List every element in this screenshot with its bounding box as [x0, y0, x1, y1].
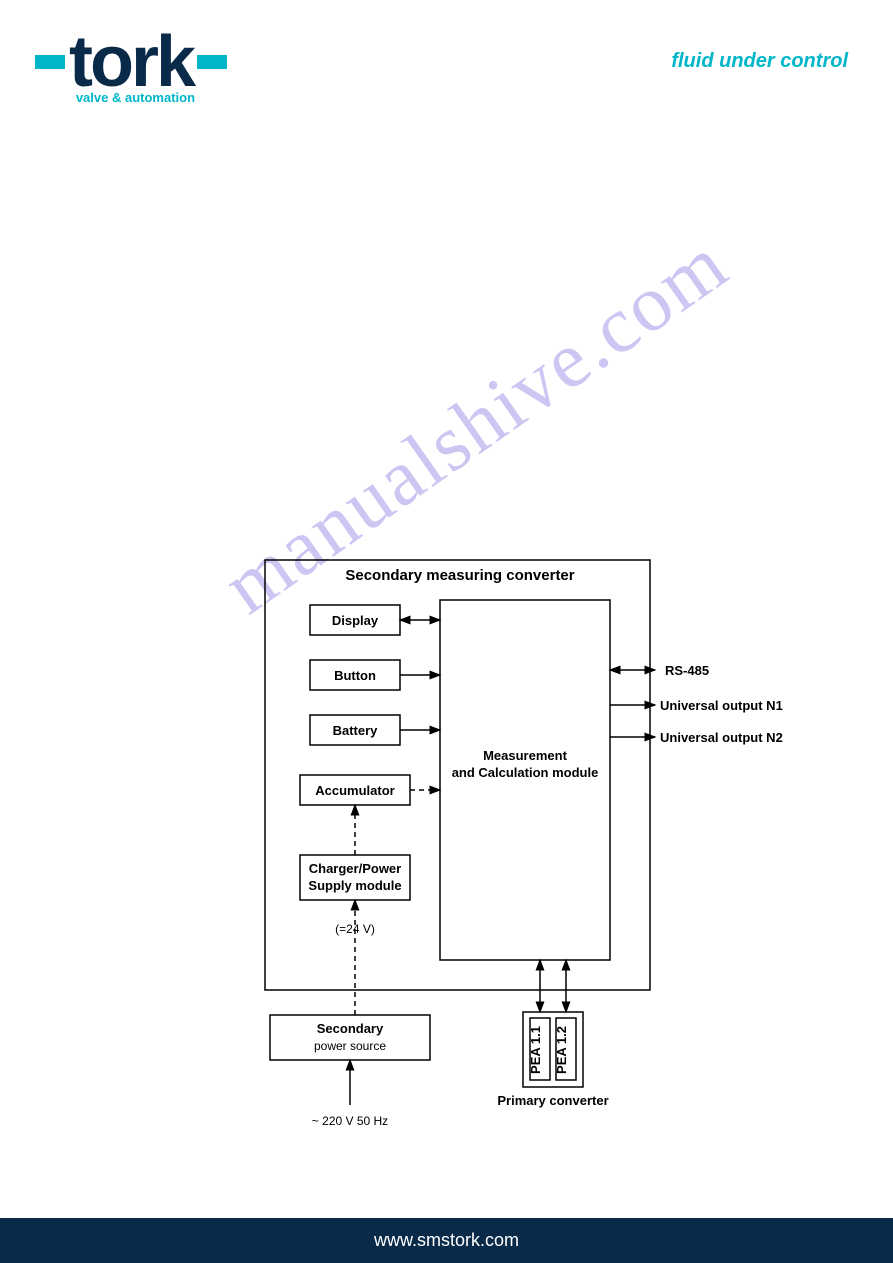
rs485-label: RS-485 — [665, 663, 709, 678]
button-label: Button — [334, 668, 376, 683]
measurement-module-box — [440, 600, 610, 960]
measurement-module-text1: Measurement — [483, 748, 567, 763]
display-label: Display — [332, 613, 379, 628]
charger-label2: Supply module — [308, 878, 401, 893]
primary-converter-label: Primary converter — [497, 1093, 608, 1108]
secondary-source-label2: power source — [314, 1039, 386, 1053]
charger-label1: Charger/Power — [309, 861, 401, 876]
accumulator-label: Accumulator — [315, 783, 394, 798]
footer-url: www.smstork.com — [374, 1230, 519, 1250]
logo: tork valve & automation — [35, 30, 227, 105]
battery-label: Battery — [333, 723, 379, 738]
page-footer: www.smstork.com — [0, 1218, 893, 1263]
secondary-source-label1: Secondary — [317, 1021, 384, 1036]
output-n2-label: Universal output N2 — [660, 730, 783, 745]
output-n1-label: Universal output N1 — [660, 698, 783, 713]
voltage-ac-label: ~ 220 V 50 Hz — [312, 1114, 388, 1128]
logo-dash-left — [35, 55, 65, 69]
pea2-label: PEA 1.2 — [554, 1026, 569, 1074]
secondary-converter-title: Secondary measuring converter — [345, 567, 574, 584]
block-diagram: Secondary measuring converter Measuremen… — [260, 555, 840, 1165]
pea1-label: PEA 1.1 — [528, 1026, 543, 1074]
logo-dash-right — [197, 55, 227, 69]
page-header: tork valve & automation fluid under cont… — [0, 0, 893, 130]
logo-subtitle: valve & automation — [35, 90, 195, 105]
tagline: fluid under control — [671, 50, 848, 73]
logo-main: tork — [35, 30, 227, 95]
measurement-module-text2: and Calculation module — [452, 765, 599, 780]
logo-text: tork — [69, 30, 193, 95]
